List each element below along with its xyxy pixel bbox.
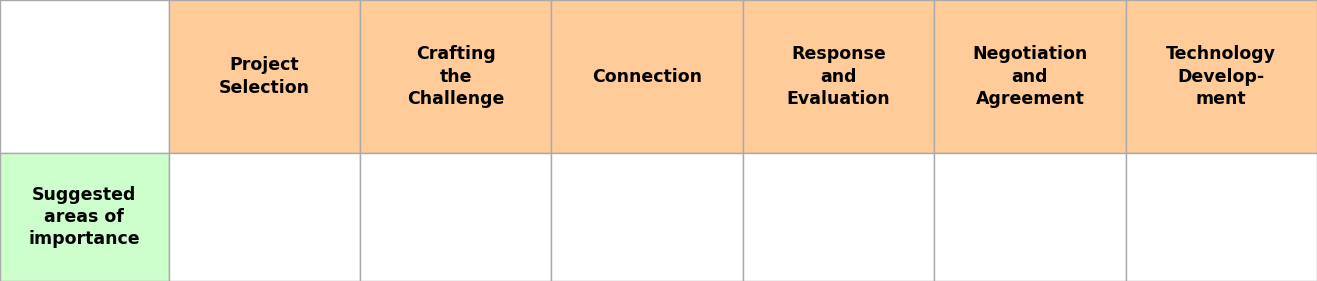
Bar (1126, 153, 1317, 281)
Bar (934, 0, 1126, 153)
Bar (0, 0, 169, 153)
Text: Response
and
Evaluation: Response and Evaluation (786, 45, 890, 108)
Bar (1126, 0, 1317, 153)
Text: Connection: Connection (593, 67, 702, 86)
Text: Suggested
areas of
importance: Suggested areas of importance (29, 186, 140, 248)
Text: Technology
Develop-
ment: Technology Develop- ment (1167, 45, 1276, 108)
Text: Project
Selection: Project Selection (219, 56, 309, 97)
Bar (360, 153, 552, 281)
Bar (934, 153, 1126, 281)
Bar (552, 153, 743, 281)
Bar (743, 153, 934, 281)
Bar (360, 0, 552, 153)
Text: Crafting
the
Challenge: Crafting the Challenge (407, 45, 504, 108)
Bar (0, 153, 169, 281)
Bar (169, 0, 360, 153)
Bar (743, 0, 934, 153)
Bar (169, 153, 360, 281)
Text: Negotiation
and
Agreement: Negotiation and Agreement (972, 45, 1088, 108)
Bar (552, 0, 743, 153)
